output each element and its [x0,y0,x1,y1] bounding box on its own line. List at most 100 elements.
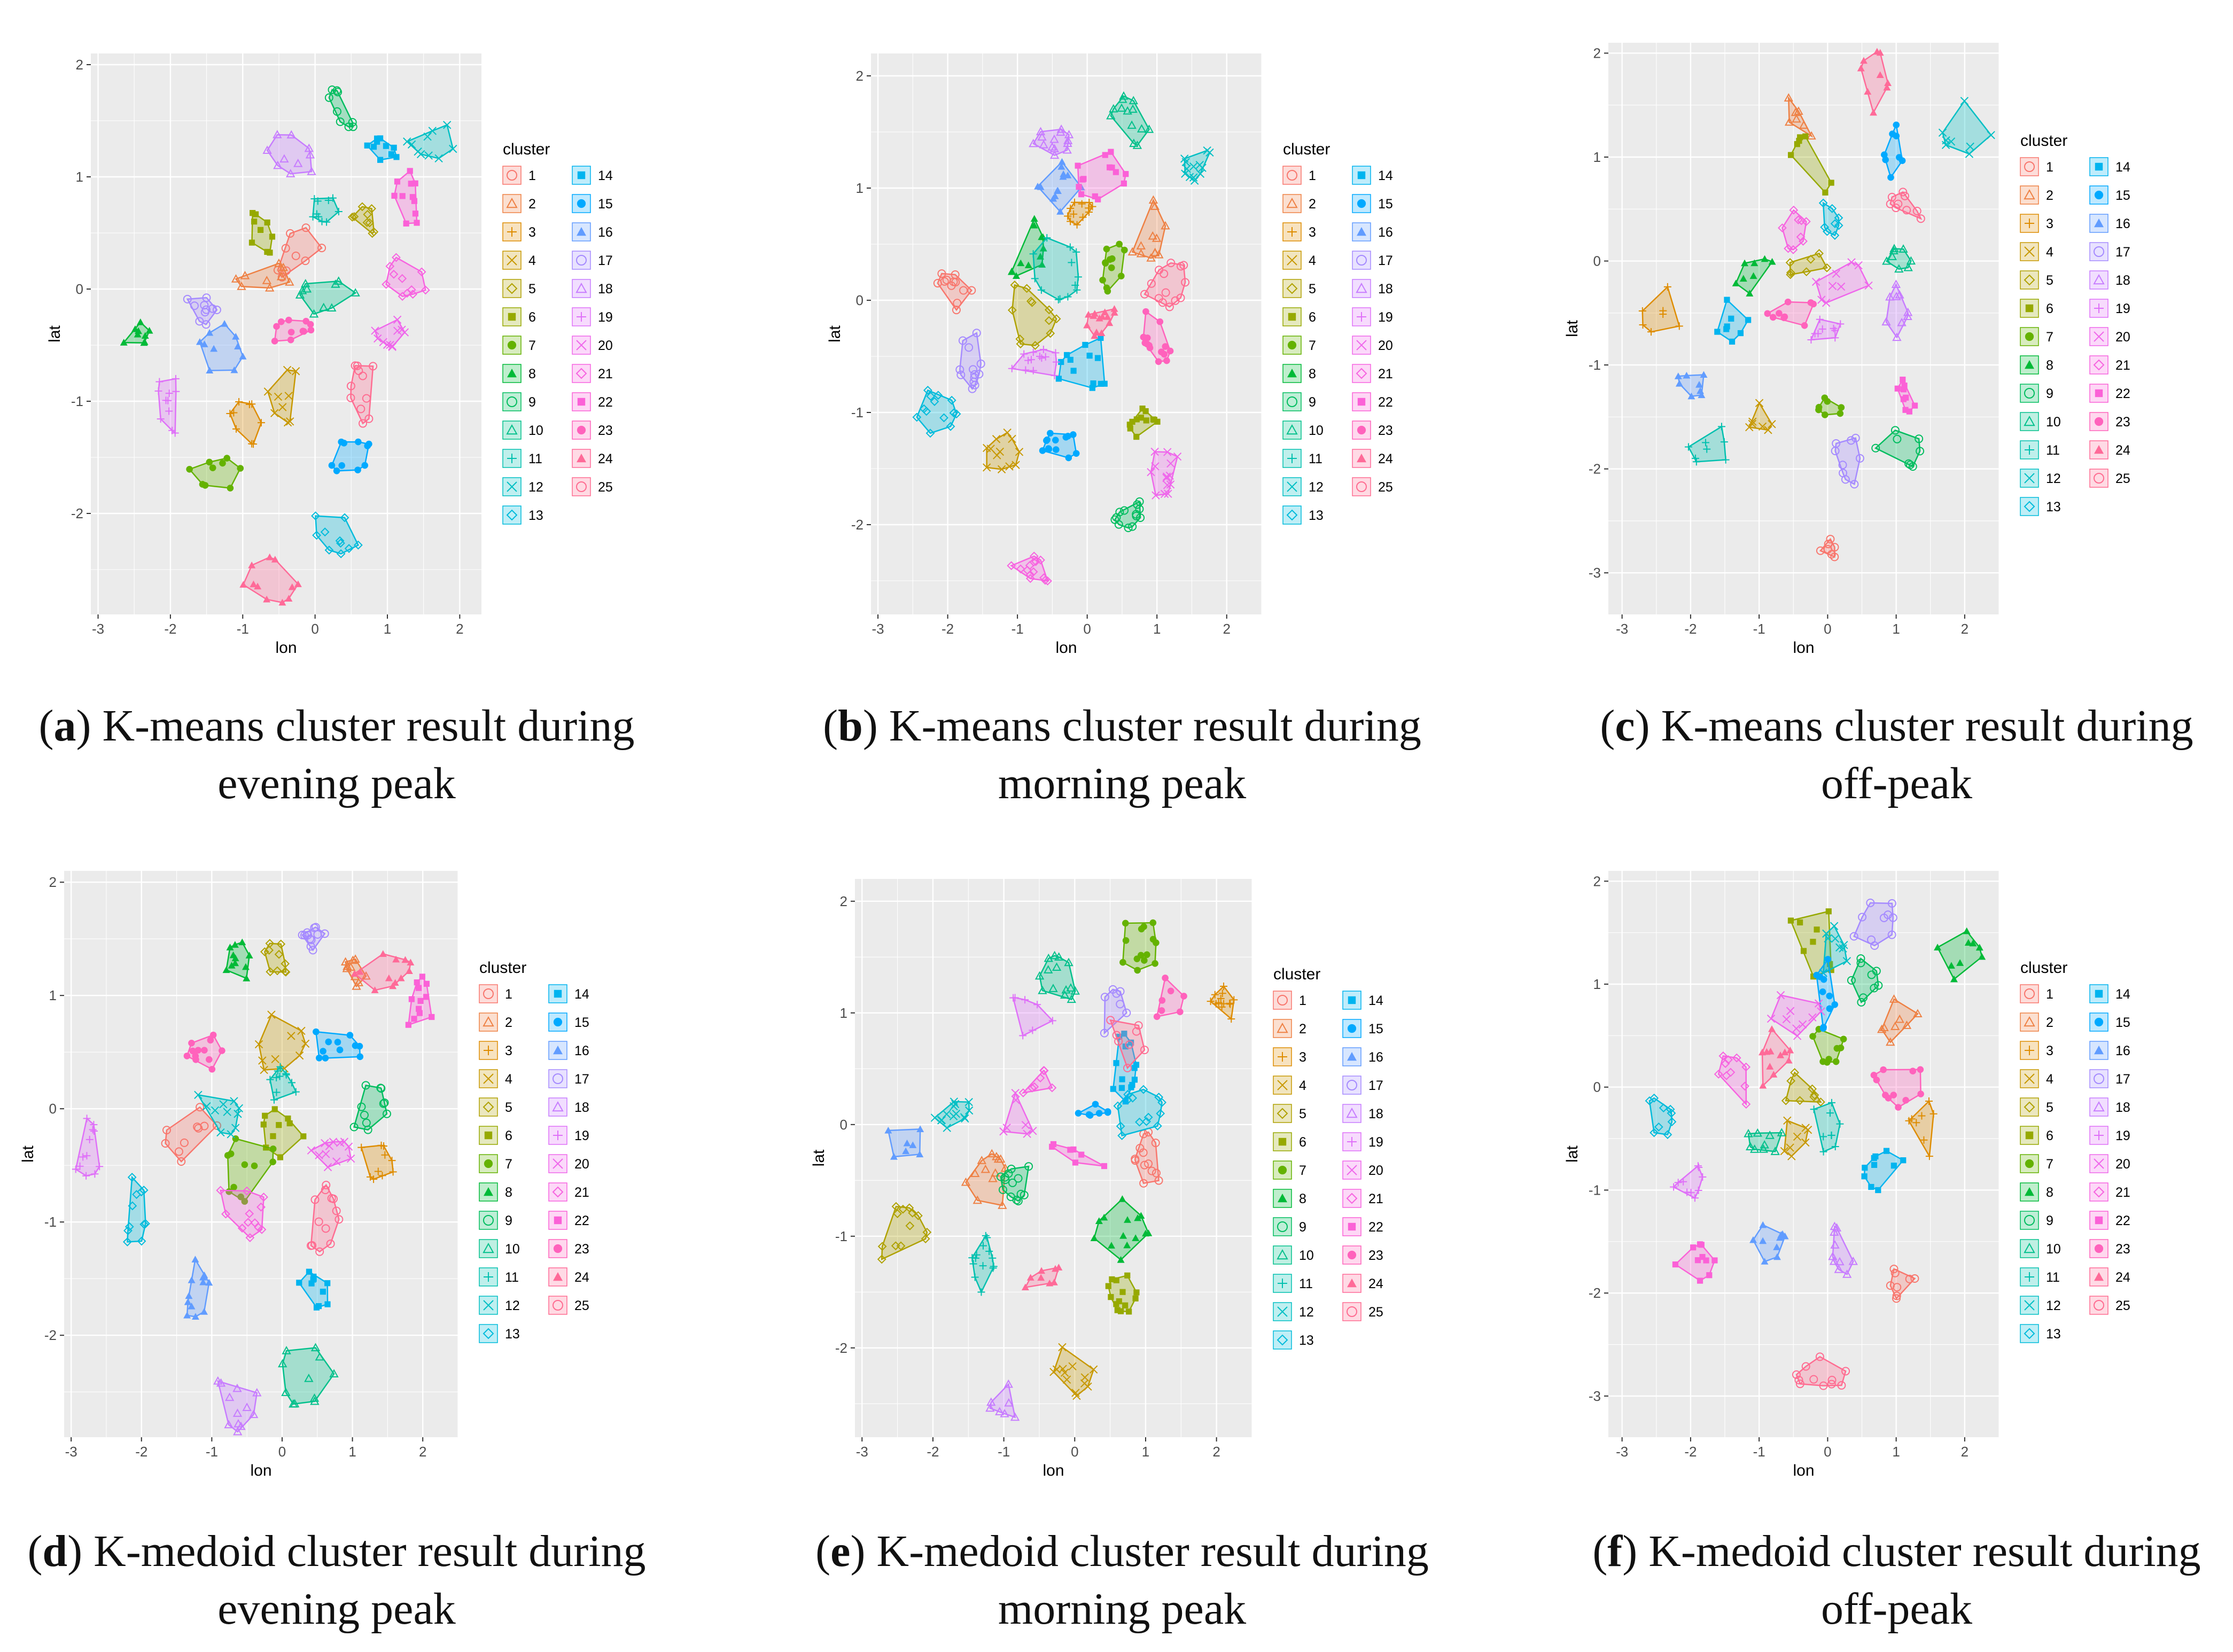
data-point [1190,176,1199,185]
data-point [1195,161,1204,169]
cluster-25 [346,361,378,428]
data-point [363,1125,372,1134]
data-point [1868,1183,1874,1190]
data-point [1694,1162,1702,1170]
x-axis-label: lon [1042,1462,1064,1479]
data-point [242,963,250,970]
cluster-9 [324,85,357,131]
data-point [374,1167,382,1175]
cluster-8 [1090,1195,1153,1263]
data-point [380,1142,388,1150]
cluster-hull [258,1014,306,1071]
legend-key [2020,1324,2039,1343]
data-point [1151,417,1157,423]
y-tick-label: 2 [840,893,847,909]
data-point [1822,299,1831,307]
cluster-23 [1140,308,1174,365]
data-point [344,1142,353,1151]
legend-key [2020,327,2039,346]
data-point [1066,243,1074,251]
data-point [1811,330,1819,338]
cluster-11 [1684,423,1730,466]
data-point [1834,213,1843,223]
data-point [241,1198,248,1205]
data-point [2094,1244,2104,1253]
legend-item-21: 21 [2089,1182,2130,1202]
data-point [1003,1379,1014,1388]
data-point [1100,993,1109,1002]
data-point [273,1088,281,1096]
data-point [1215,999,1223,1007]
y-tick-label: 1 [49,987,57,1003]
legend-item-2: 2 [1273,1019,1306,1038]
panel-c: -3 -2 -1 0 1 2 -3 -2 -1 0 1 2 lon lat cluster 1 2 3 4 5 6 7 8 9… [1566,32,2233,684]
data-point [2024,473,2035,484]
data-point [269,1158,276,1166]
data-point [951,1100,960,1109]
data-point [1022,284,1032,293]
cluster-14 [296,1268,331,1311]
cluster-6 [1105,1272,1140,1315]
data-point [2095,1216,2103,1225]
data-point [335,536,345,546]
data-point [1056,124,1066,133]
data-point [1146,253,1156,262]
data-point [1786,1076,1796,1086]
data-point [1706,1272,1713,1279]
data-point [287,329,295,336]
data-point [577,199,586,208]
data-point [1786,268,1795,277]
data-point [1147,467,1155,477]
cluster-13 [122,1173,150,1246]
data-point [1150,201,1160,210]
data-point [282,1070,290,1078]
legend-label: 14 [598,168,613,183]
data-point [216,1186,225,1195]
data-point [507,396,517,407]
data-point [334,276,344,285]
data-point [1900,376,1906,383]
y-tick-label: -2 [851,517,863,533]
legend-item-3: 3 [2020,1041,2053,1060]
x-tick-label: 2 [419,1444,426,1460]
data-point [241,1161,248,1168]
cluster-hull [1143,262,1186,308]
legend-key [2020,214,2039,233]
data-point [1008,364,1016,372]
legend-item-6: 6 [1282,307,1316,326]
y-tick-label: -2 [44,1327,57,1343]
data-point [392,955,400,963]
data-point [893,1209,902,1218]
data-point [2024,415,2035,426]
data-point [1066,983,1076,992]
cluster-2 [1784,93,1816,140]
data-point [1908,1115,1916,1123]
data-point [137,1187,146,1197]
data-point [1777,1051,1785,1058]
legend-key [1342,1302,1361,1321]
data-point [553,1046,563,1055]
data-point [230,366,238,373]
data-point [328,85,337,95]
data-point [1822,929,1831,938]
data-point [1819,1148,1827,1156]
x-tick-label: 1 [1142,1444,1149,1460]
cluster-6 [260,1106,307,1160]
legend-item-22: 22 [572,392,613,411]
data-point [1874,981,1883,990]
data-point [2094,1300,2104,1311]
data-point [1827,204,1837,213]
data-point [277,1154,284,1160]
legend-item-9: 9 [1282,392,1316,411]
caption-b: (b) K-means cluster result during mornin… [823,701,1421,808]
cluster-23 [1764,298,1817,329]
data-point [890,1152,898,1160]
cluster-25 [1886,188,1925,223]
data-point [1793,1032,1802,1040]
data-point [1824,934,1832,943]
y-tick-label: 0 [1593,253,1601,269]
data-point [1166,480,1175,489]
cluster-1 [1816,534,1839,562]
data-point [1119,959,1126,966]
data-point [1847,258,1856,267]
